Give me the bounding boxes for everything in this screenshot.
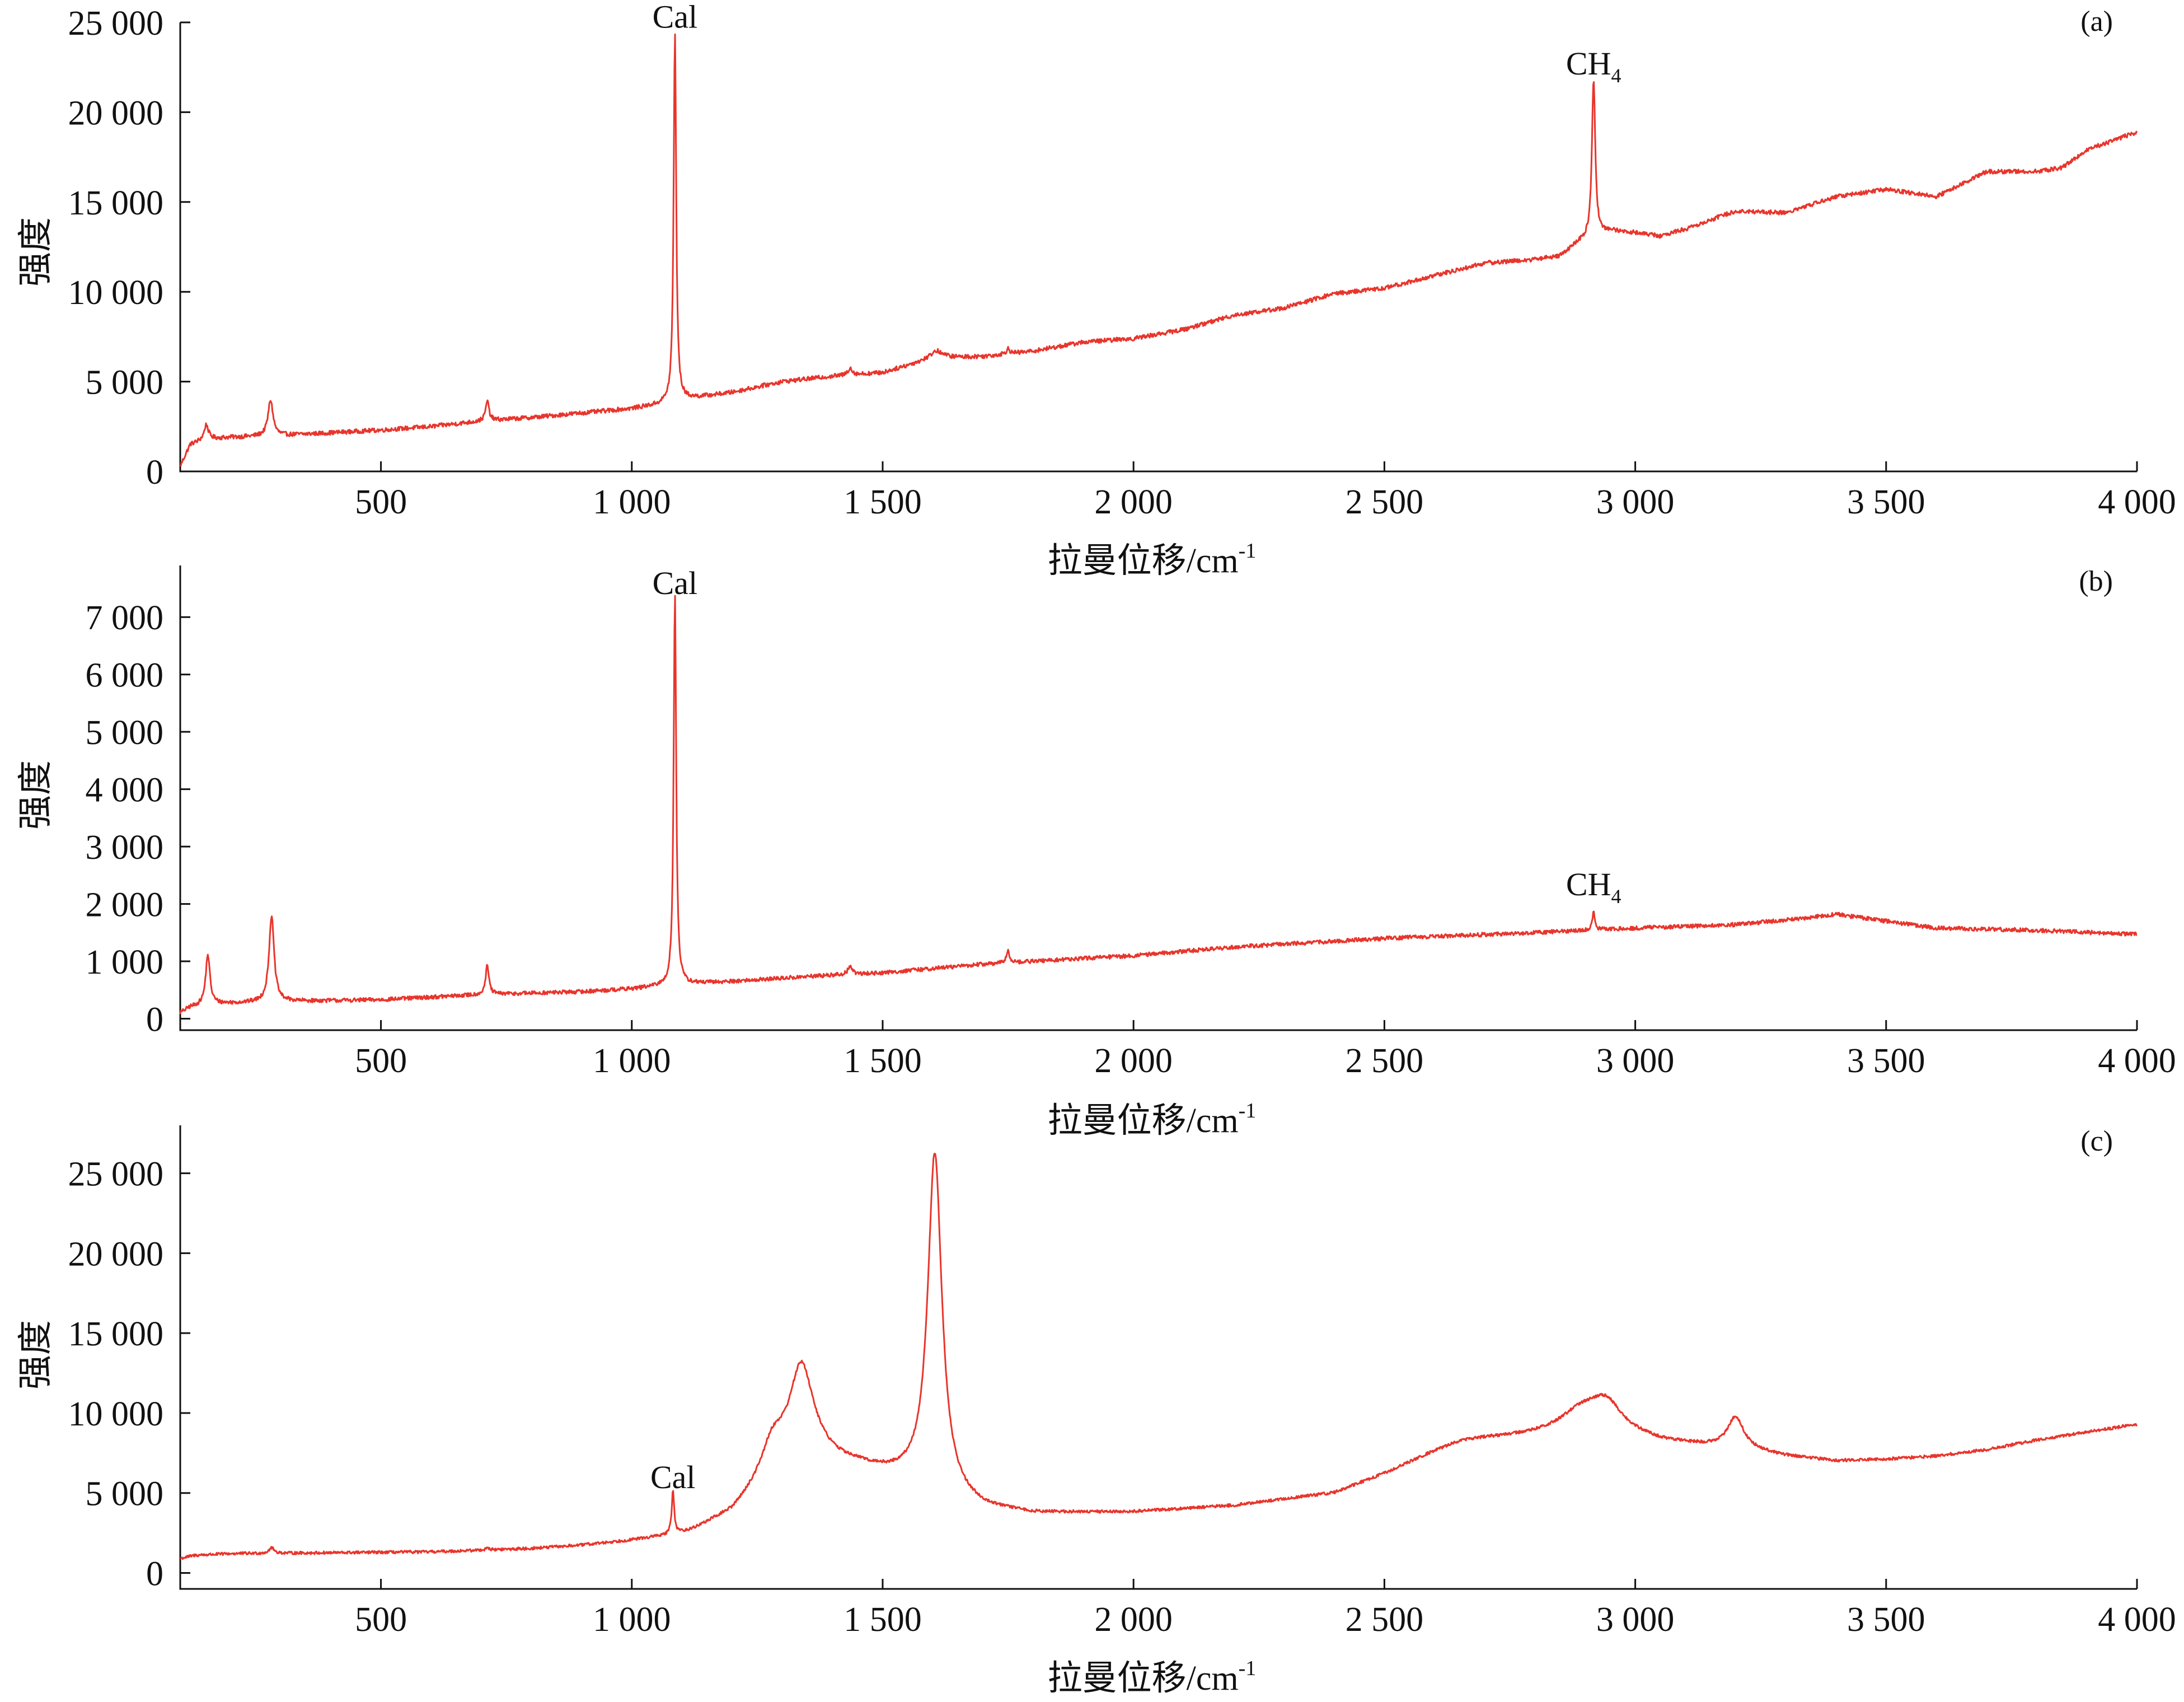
panel-a-x-tick-label: 3 000: [1596, 483, 1675, 521]
panel-a-spectrum-line: [179, 33, 2138, 467]
panel-c-label: (c): [2080, 1125, 2113, 1157]
panel-b-x-tick-label: 2 500: [1346, 1042, 1424, 1080]
panel-a-peak-label: CH4: [1566, 45, 1621, 87]
panel-c-x-tick-label: 3 500: [1847, 1601, 1925, 1639]
panel-c-x-axis-title: 拉曼位移/cm-1: [1048, 1657, 1257, 1698]
panel-c-x-tick-label: 2 000: [1094, 1601, 1173, 1639]
panel-c-y-tick-label: 0: [146, 1555, 163, 1593]
panel-a-peak-label: Cal: [653, 0, 698, 35]
panel-b-xlabel-text: 拉曼位移/cm: [1048, 1102, 1239, 1140]
panel-b-y-tick-label: 6 000: [86, 657, 164, 695]
panel-a-y-tick-label: 25 000: [68, 4, 164, 43]
panel-c-x-tick-label: 1 500: [843, 1601, 922, 1639]
panel-b-x-tick-label: 4 000: [2098, 1042, 2176, 1080]
panel-b-ticks: [180, 616, 2138, 1030]
panel-b-x-axis-title: 拉曼位移/cm-1: [1048, 1099, 1257, 1140]
panel-c-peak-labels: Cal: [650, 1459, 696, 1495]
panel-c-y-tick-label: 5 000: [86, 1475, 164, 1513]
panel-b: (b) 500 1 000 1 500 2 000 2 500 3 000 3 500 4 0…: [17, 565, 2176, 1140]
panel-b-x-tick-label: 1 500: [843, 1042, 922, 1080]
panel-c-y-tick-label: 25 000: [68, 1156, 164, 1194]
panel-a-tick-labels: 500 1 000 1 500 2 000 2 500 3 000 3 500 4 000 0 5…: [68, 4, 2176, 521]
panel-b-y-tick-label: 7 000: [86, 599, 164, 637]
panel-c: (c) 500 1 000 1 500 2 000 2 500 3 000 3 500 4 0…: [17, 1125, 2176, 1698]
panel-c-y-axis-title: 强度: [17, 1320, 55, 1390]
panel-b-ylabel-text: 强度: [17, 760, 55, 830]
panel-b-xlabel-superscript: -1: [1239, 1099, 1257, 1123]
panel-b-tick-labels: 500 1 000 1 500 2 000 2 500 3 000 3 500 4 000 0 1…: [86, 599, 2176, 1080]
panel-a-xlabel-superscript: -1: [1239, 539, 1257, 563]
panel-c-x-tick-label: 2 500: [1346, 1601, 1424, 1639]
panel-b-peak-labels: Cal CH4: [653, 565, 1621, 908]
panel-a-y-axis-title: 强度: [17, 217, 55, 287]
panel-b-axes: [179, 565, 2137, 1031]
panel-a-x-tick-label: 4 000: [2098, 483, 2176, 521]
panel-a-y-tick-label: 5 000: [86, 364, 164, 402]
panel-b-x-tick-label: 3 500: [1847, 1042, 1925, 1080]
panel-a-axes: [179, 22, 2137, 473]
panel-c-tick-labels: 500 1 000 1 500 2 000 2 500 3 000 3 500 4 000 0 5…: [68, 1156, 2176, 1639]
panel-c-ticks: [180, 1172, 2138, 1589]
panel-c-axes: [179, 1125, 2137, 1590]
panel-c-xlabel-text: 拉曼位移/cm: [1048, 1659, 1239, 1698]
panel-a-x-tick-label: 500: [355, 483, 407, 521]
panel-a-x-tick-label: 2 500: [1346, 483, 1424, 521]
panel-b-spectrum-line: [179, 595, 2138, 1014]
panel-a-xlabel-text: 拉曼位移/cm: [1048, 542, 1239, 580]
panel-a-x-tick-label: 1 000: [593, 483, 671, 521]
panel-c-y-tick-label: 10 000: [68, 1395, 164, 1433]
panel-b-label: (b): [2079, 565, 2113, 597]
panel-a-y-tick-label: 20 000: [68, 94, 164, 132]
panel-a-label: (a): [2080, 6, 2113, 38]
panel-a-x-tick-label: 3 500: [1847, 483, 1925, 521]
panel-c-peak-label: Cal: [650, 1459, 696, 1495]
panel-b-y-axis-title: 强度: [17, 760, 55, 830]
panel-b-x-tick-label: 1 000: [593, 1042, 671, 1080]
panel-a-y-tick-label: 0: [146, 453, 163, 492]
panel-a: (a) 500 1 000 1 500 2 000 2 500 3 000 3 500 4 0…: [17, 0, 2176, 580]
panel-a-y-tick-label: 10 000: [68, 274, 164, 312]
panel-c-x-tick-label: 3 000: [1596, 1601, 1675, 1639]
panel-c-x-tick-label: 4 000: [2098, 1601, 2176, 1639]
panel-b-y-tick-label: 1 000: [86, 943, 164, 981]
panel-b-x-tick-label: 2 000: [1094, 1042, 1173, 1080]
panel-c-xlabel-superscript: -1: [1239, 1657, 1257, 1680]
panel-b-y-tick-label: 4 000: [86, 771, 164, 810]
panel-a-peak-labels: Cal CH4: [653, 0, 1621, 87]
panel-b-peak-label: CH4: [1566, 866, 1621, 908]
panel-c-spectrum-line: [180, 1152, 2138, 1560]
panel-c-y-tick-label: 15 000: [68, 1315, 164, 1353]
panel-a-x-tick-label: 1 500: [843, 483, 922, 521]
panel-b-x-tick-label: 500: [355, 1042, 407, 1080]
panel-b-peak-label: Cal: [653, 565, 698, 601]
panel-b-y-tick-label: 2 000: [86, 886, 164, 924]
panel-b-y-tick-label: 0: [146, 1001, 163, 1039]
panel-b-x-tick-label: 3 000: [1596, 1042, 1675, 1080]
panel-b-y-tick-label: 5 000: [86, 714, 164, 752]
panel-c-ylabel-text: 强度: [17, 1320, 55, 1390]
panel-c-x-tick-label: 1 000: [593, 1601, 671, 1639]
panel-a-x-tick-label: 2 000: [1094, 483, 1173, 521]
panel-a-ylabel-text: 强度: [17, 217, 55, 287]
panel-c-x-tick-label: 500: [355, 1601, 407, 1639]
panel-b-y-tick-label: 3 000: [86, 829, 164, 867]
panel-a-x-axis-title: 拉曼位移/cm-1: [1048, 539, 1257, 580]
panel-c-y-tick-label: 20 000: [68, 1235, 164, 1273]
panel-a-y-tick-label: 15 000: [68, 184, 164, 222]
